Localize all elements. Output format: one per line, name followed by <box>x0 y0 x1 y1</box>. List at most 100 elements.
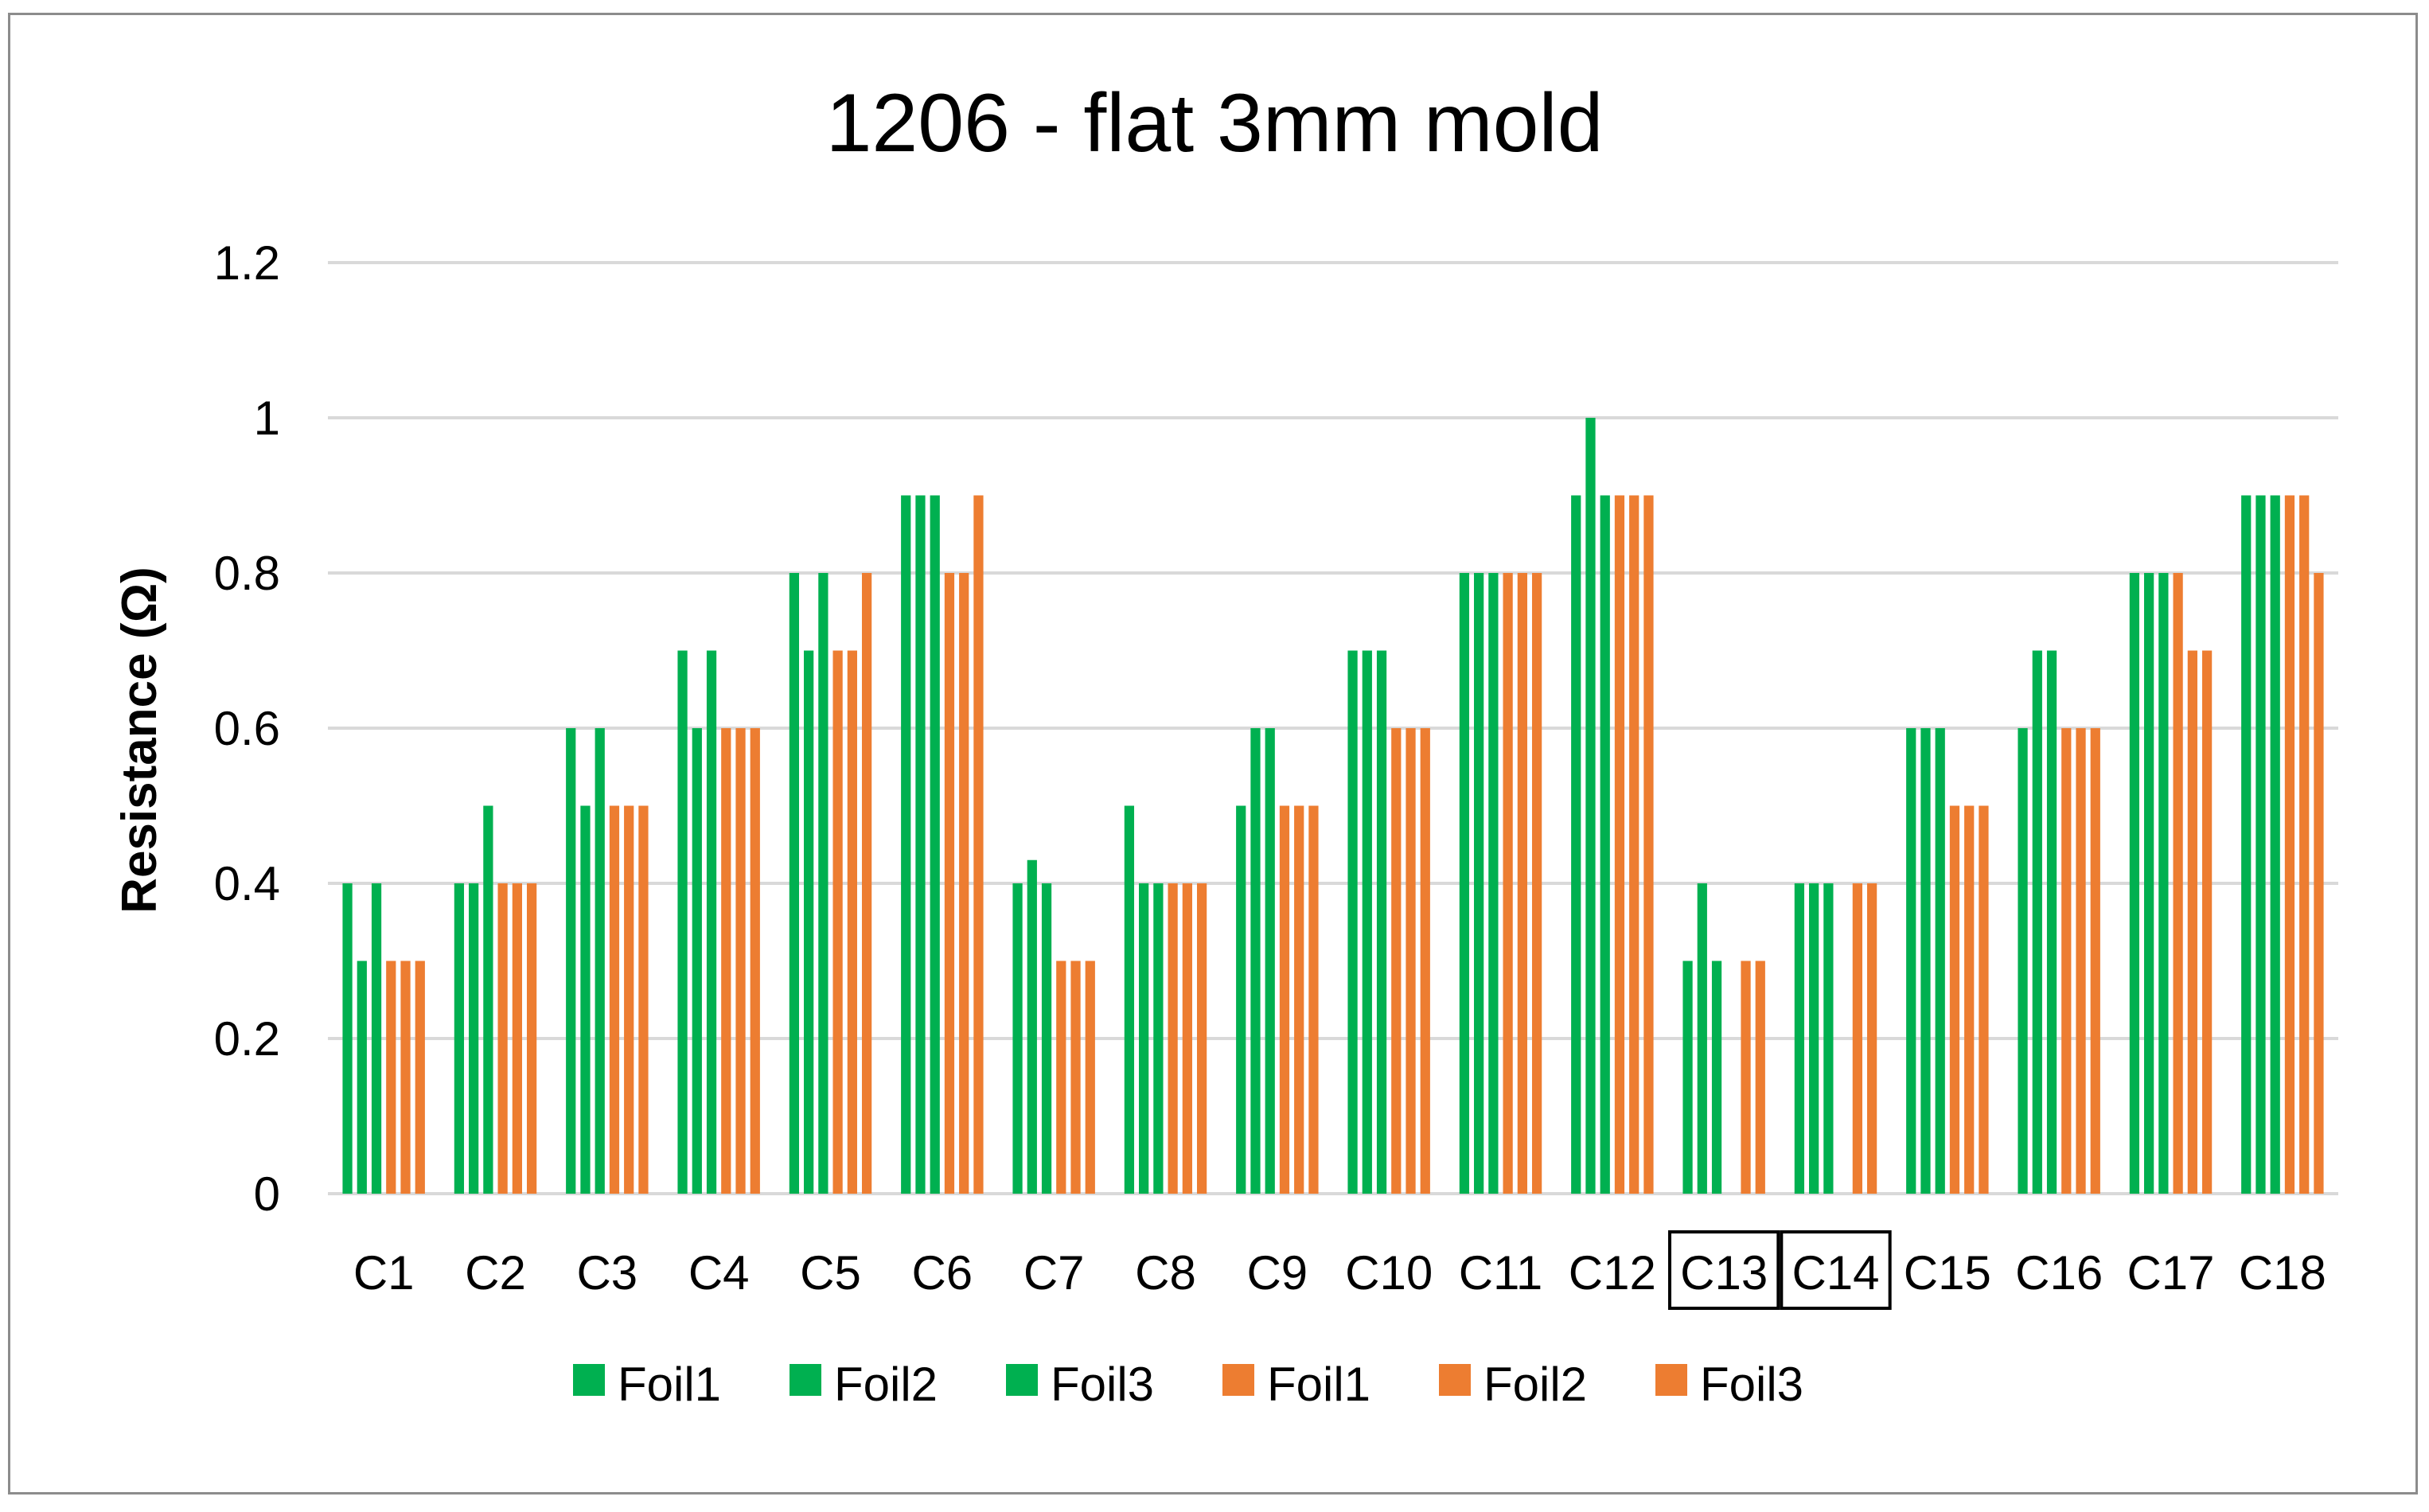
x-tick-label: C13 <box>1680 1246 1768 1300</box>
x-tick-label: C17 <box>2127 1246 2214 1300</box>
bars <box>342 418 2324 1194</box>
x-tick-label: C16 <box>2015 1246 2103 1300</box>
bar <box>2129 573 2140 1194</box>
bar <box>1406 728 1416 1194</box>
bar <box>973 495 984 1194</box>
bar <box>580 805 591 1194</box>
y-axis-ticks: 0 0.2 0.4 0.6 0.8 1 1.2 <box>214 236 280 1221</box>
bar <box>566 728 576 1194</box>
bar <box>483 805 493 1194</box>
bar <box>1308 805 1319 1194</box>
x-tick-label: C1 <box>353 1246 415 1300</box>
gridlines <box>328 261 2338 1195</box>
bar <box>1949 805 1960 1194</box>
legend-swatch <box>1222 1364 1254 1396</box>
bar <box>1935 728 1945 1194</box>
bar <box>930 495 940 1194</box>
bar <box>1182 883 1192 1194</box>
bar <box>677 650 688 1194</box>
bar <box>1474 573 1484 1194</box>
bar <box>1153 883 1164 1194</box>
bar <box>1571 495 1581 1194</box>
bar <box>804 650 814 1194</box>
bar <box>832 650 843 1194</box>
bar <box>2046 650 2057 1194</box>
bar <box>1682 961 1693 1194</box>
bar <box>1920 728 1931 1194</box>
bar <box>1250 728 1261 1194</box>
bar <box>789 573 800 1194</box>
x-tick-label: C4 <box>688 1246 750 1300</box>
bar <box>1085 961 1095 1194</box>
bar <box>2144 573 2154 1194</box>
y-tick-label: 0 <box>254 1167 280 1221</box>
bar <box>1979 805 1989 1194</box>
x-axis-ticks: C1 C2 C3 C4 C5 C6 C7 C8 C9 C10 C11 C12 C13 C14 C15 C16 C… <box>353 1230 2326 1310</box>
legend-label: Foil2 <box>1484 1358 1587 1411</box>
bar <box>1027 859 1037 1194</box>
y-tick-label: 0.8 <box>214 547 280 600</box>
bar <box>750 728 760 1194</box>
bar <box>512 883 522 1194</box>
bar <box>469 883 479 1194</box>
bar <box>818 573 829 1194</box>
bar <box>454 883 465 1194</box>
bar <box>1196 883 1207 1194</box>
category-box <box>1780 1230 1892 1310</box>
bar <box>2076 728 2086 1194</box>
bar <box>1362 650 1372 1194</box>
bar <box>2061 728 2072 1194</box>
bar <box>1459 573 1470 1194</box>
x-tick-label: C9 <box>1246 1246 1308 1300</box>
x-tick-label: C7 <box>1023 1246 1085 1300</box>
bar <box>1168 883 1178 1194</box>
bar <box>1056 961 1066 1194</box>
bar <box>1697 883 1707 1194</box>
bar <box>2299 495 2310 1194</box>
legend-swatch <box>1006 1364 1038 1396</box>
x-tick-label: C5 <box>800 1246 861 1300</box>
bar <box>1794 883 1805 1194</box>
bar <box>1391 728 1402 1194</box>
bar <box>1866 883 1877 1194</box>
bar <box>1265 728 1275 1194</box>
bar <box>944 573 955 1194</box>
y-tick-label: 0.4 <box>214 857 280 910</box>
legend: Foil1 Foil2 Foil3 Foil1 Foil2 Foil3 <box>573 1358 1803 1411</box>
bar <box>1236 805 1246 1194</box>
bar <box>1809 883 1819 1194</box>
bar <box>342 883 353 1194</box>
x-tick-label: C15 <box>1904 1246 1991 1300</box>
x-tick-label: C3 <box>576 1246 637 1300</box>
bar <box>2158 573 2169 1194</box>
bar <box>2173 573 2183 1194</box>
bar <box>371 883 382 1194</box>
legend-label: Foil2 <box>834 1358 938 1411</box>
bar <box>1070 961 1081 1194</box>
bar <box>638 805 649 1194</box>
bar <box>959 573 969 1194</box>
bar <box>609 805 620 1194</box>
x-tick-label: C10 <box>1345 1246 1433 1300</box>
legend-label: Foil3 <box>1700 1358 1803 1411</box>
bar <box>1139 883 1149 1194</box>
bar <box>1585 418 1596 1194</box>
y-tick-label: 0.2 <box>214 1012 280 1066</box>
legend-label: Foil1 <box>1267 1358 1370 1411</box>
bar <box>1124 805 1135 1194</box>
y-tick-label: 0.6 <box>214 702 280 755</box>
bar <box>400 961 411 1194</box>
chart-title: 1206 - flat 3mm mold <box>826 77 1604 170</box>
bar <box>497 883 508 1194</box>
bar <box>2187 650 2197 1194</box>
bar <box>1643 495 1654 1194</box>
y-tick-label: 1 <box>254 392 280 445</box>
legend-swatch <box>790 1364 821 1396</box>
bar <box>2270 495 2280 1194</box>
bar <box>1347 650 1358 1194</box>
legend-swatch <box>1655 1364 1687 1396</box>
bar <box>1823 883 1834 1194</box>
legend-label: Foil1 <box>618 1358 721 1411</box>
bar <box>901 495 911 1194</box>
bar <box>706 650 717 1194</box>
